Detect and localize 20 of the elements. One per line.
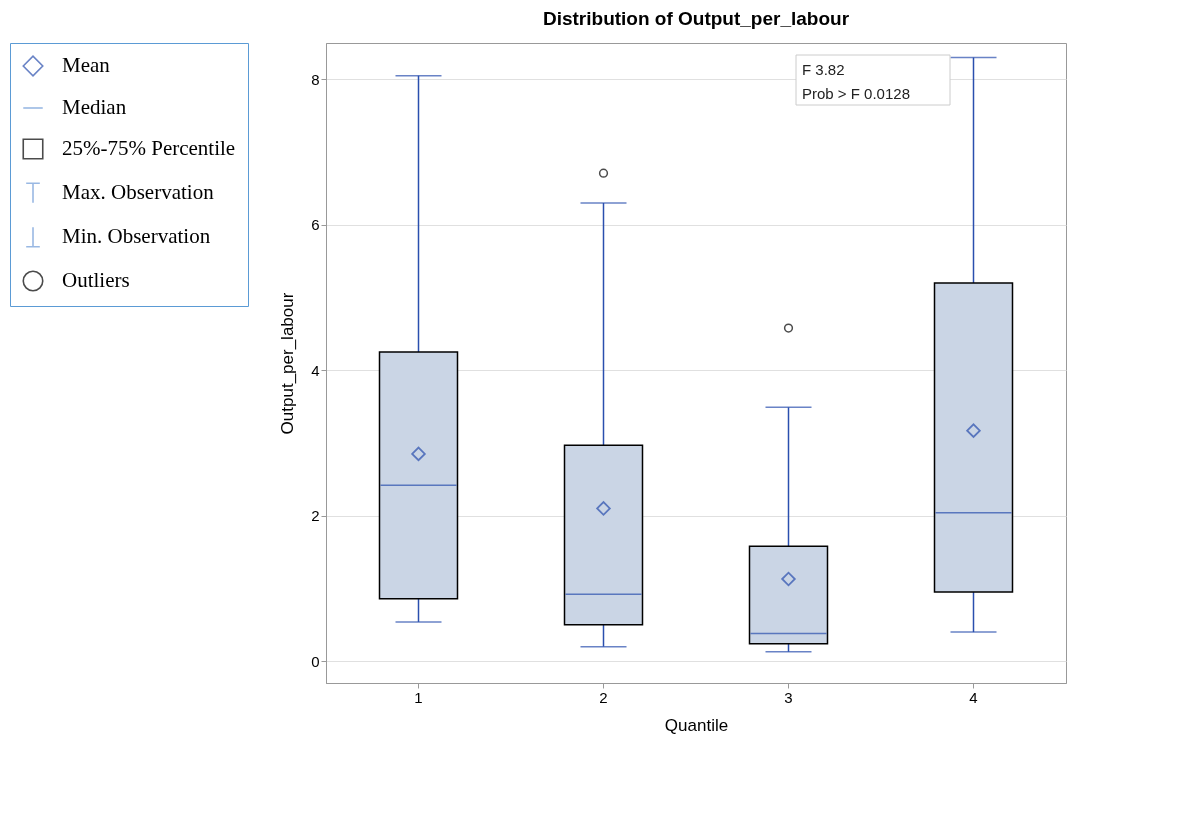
y-tick-label: 4: [311, 361, 320, 379]
text: Max. Observation: [62, 180, 215, 204]
chart-title: Distribution of Output_per_labour: [542, 7, 850, 29]
text: 25%-75% Percentile: [62, 136, 236, 160]
text: Min. Observation: [62, 224, 211, 248]
annotation: Prob > F 0.0128: [802, 85, 910, 102]
y-tick-label: 0: [311, 652, 320, 670]
text: Outliers: [62, 268, 130, 292]
y-tick-label: 6: [311, 216, 320, 234]
text: Median: [62, 95, 127, 119]
x-axis-title: Quantile: [664, 715, 729, 735]
x-tick-label: 1: [414, 688, 423, 706]
x-tick-label: 4: [969, 688, 978, 706]
y-tick-label: 8: [311, 70, 320, 88]
y-tick-label: 2: [311, 507, 320, 525]
text: Mean: [62, 53, 111, 77]
annotation: F 3.82: [802, 61, 845, 78]
x-tick-label: 2: [599, 688, 608, 706]
x-tick-label: 3: [784, 688, 793, 706]
y-axis-title: Output_per_labour: [278, 292, 298, 435]
